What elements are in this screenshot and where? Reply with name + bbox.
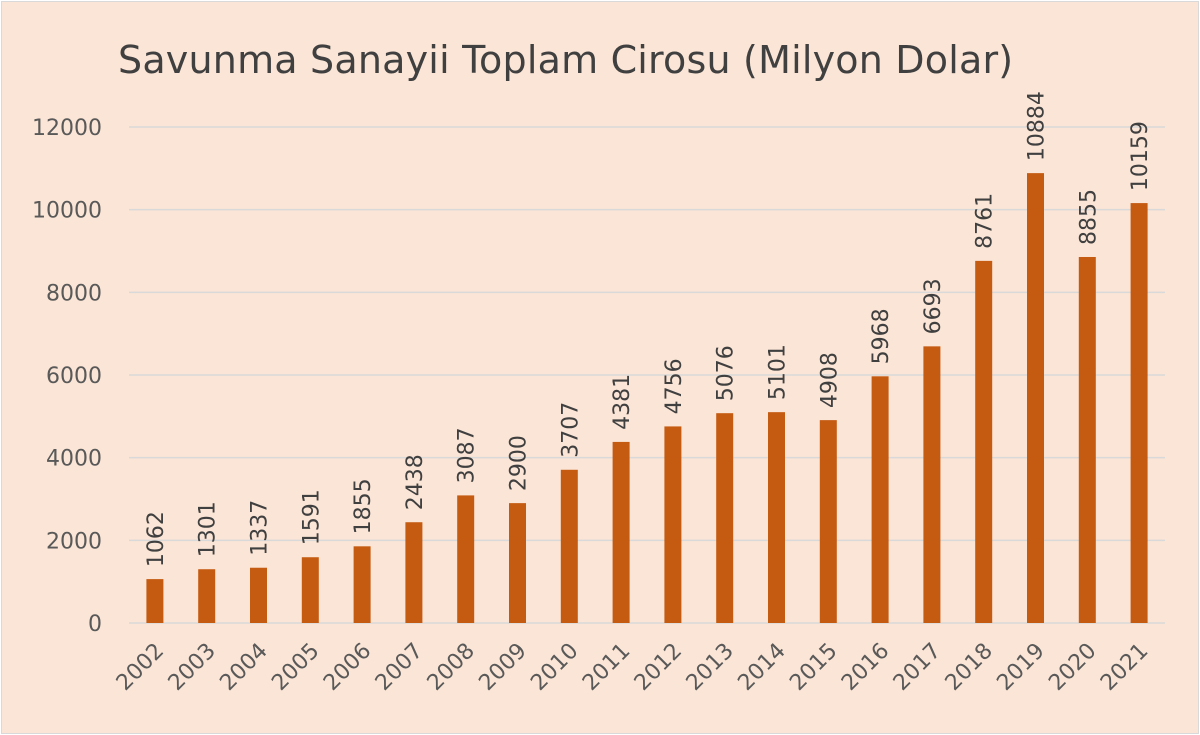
bar <box>198 569 216 623</box>
data-label: 10159 <box>1128 121 1153 191</box>
chart-title: Savunma Sanayii Toplam Cirosu (Milyon Do… <box>118 38 1014 82</box>
data-label: 3707 <box>558 402 583 458</box>
x-tick-label: 2020 <box>1044 639 1101 696</box>
bar <box>819 420 837 623</box>
data-label: 2900 <box>507 435 532 491</box>
data-label: 1337 <box>248 500 273 556</box>
data-label: 1591 <box>299 489 324 545</box>
x-tick-label: 2019 <box>992 639 1049 696</box>
x-tick-label: 2014 <box>733 639 790 696</box>
data-label: 6693 <box>921 278 946 334</box>
x-tick-label: 2021 <box>1096 639 1153 696</box>
x-tick-label: 2006 <box>319 639 376 696</box>
data-label: 1855 <box>351 478 376 534</box>
bar <box>768 412 785 623</box>
bar <box>146 579 164 623</box>
bar <box>664 426 682 623</box>
x-tick-label: 2004 <box>215 639 272 696</box>
bar <box>716 413 734 623</box>
x-tick-label: 2016 <box>837 639 894 696</box>
y-tick-label: 2000 <box>46 529 102 554</box>
bar <box>1078 256 1096 623</box>
y-tick-label: 4000 <box>46 447 102 472</box>
data-label: 5076 <box>714 345 739 401</box>
data-label: 4756 <box>662 358 687 414</box>
y-tick-label: 0 <box>88 612 102 637</box>
x-tick-label: 2018 <box>941 639 998 696</box>
x-tick-label: 2017 <box>889 639 946 696</box>
data-label: 4381 <box>610 374 635 430</box>
x-tick-label: 2015 <box>785 639 842 696</box>
data-label: 1301 <box>196 501 221 557</box>
data-label: 5968 <box>869 308 894 364</box>
y-tick-label: 10000 <box>32 199 102 224</box>
x-tick-label: 2003 <box>164 639 221 696</box>
data-label: 8855 <box>1076 189 1101 245</box>
data-label: 4908 <box>817 352 842 408</box>
x-tick-label: 2002 <box>112 639 169 696</box>
bar <box>509 503 526 623</box>
x-tick-label: 2009 <box>474 639 531 696</box>
bar <box>1027 173 1044 624</box>
bar <box>923 346 941 623</box>
bar <box>457 495 475 623</box>
bar <box>560 469 578 623</box>
bar <box>301 557 319 623</box>
x-tick-label: 2005 <box>267 639 324 696</box>
y-tick-label: 12000 <box>32 116 102 141</box>
y-tick-label: 8000 <box>46 281 102 306</box>
x-tick-label: 2008 <box>423 639 480 696</box>
x-tick-label: 2010 <box>526 639 583 696</box>
bar <box>1130 203 1148 623</box>
x-tick-label: 2013 <box>682 639 739 696</box>
data-label: 1062 <box>144 511 169 567</box>
data-label: 10884 <box>1025 91 1050 161</box>
data-label: 5101 <box>766 344 791 400</box>
y-tick-label: 6000 <box>46 364 102 389</box>
bar <box>353 546 371 623</box>
x-tick-label: 2011 <box>578 639 635 696</box>
data-label: 2438 <box>403 454 428 510</box>
bar <box>975 260 993 623</box>
data-label: 8761 <box>973 193 998 249</box>
x-tick-label: 2007 <box>371 639 428 696</box>
bar <box>871 376 889 623</box>
x-tick-label: 2012 <box>630 639 687 696</box>
bar <box>612 441 630 623</box>
bar <box>250 567 267 623</box>
bar <box>405 522 423 623</box>
data-label: 3087 <box>455 427 480 483</box>
